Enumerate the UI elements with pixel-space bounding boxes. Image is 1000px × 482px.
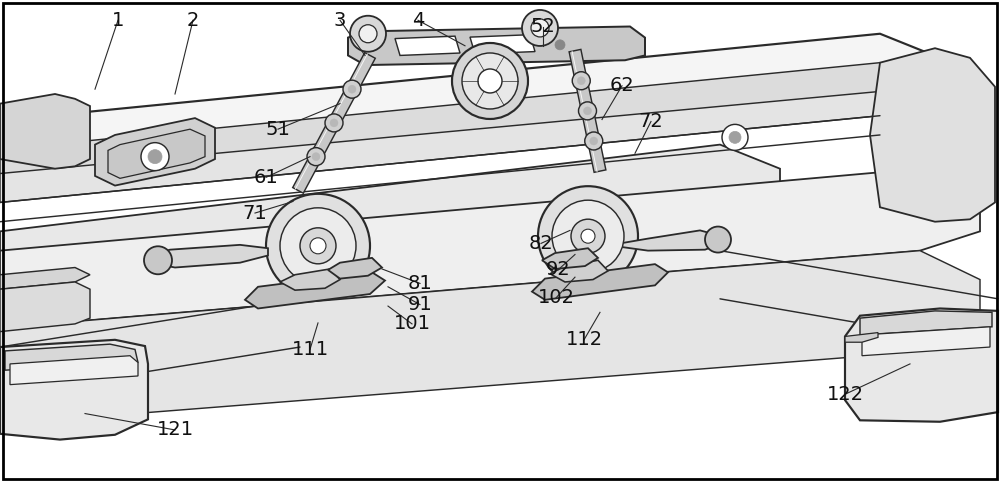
- Text: 91: 91: [408, 295, 432, 314]
- Circle shape: [300, 228, 336, 264]
- Polygon shape: [5, 344, 138, 370]
- Polygon shape: [470, 35, 535, 54]
- Polygon shape: [0, 94, 90, 169]
- Circle shape: [538, 186, 638, 286]
- Text: 92: 92: [546, 260, 570, 280]
- Circle shape: [585, 132, 603, 150]
- Polygon shape: [245, 272, 385, 308]
- Polygon shape: [95, 118, 215, 186]
- Polygon shape: [845, 333, 878, 342]
- Circle shape: [280, 208, 356, 284]
- Text: 4: 4: [412, 11, 424, 30]
- Circle shape: [348, 85, 356, 93]
- Circle shape: [330, 119, 338, 127]
- Polygon shape: [108, 129, 205, 178]
- Circle shape: [266, 194, 370, 298]
- Polygon shape: [550, 260, 608, 282]
- Circle shape: [310, 238, 326, 254]
- Circle shape: [343, 80, 361, 98]
- Polygon shape: [0, 282, 90, 332]
- Polygon shape: [845, 308, 998, 422]
- Polygon shape: [860, 311, 992, 335]
- Polygon shape: [328, 258, 382, 279]
- Circle shape: [325, 114, 343, 132]
- Circle shape: [359, 25, 377, 43]
- Polygon shape: [0, 169, 980, 328]
- Polygon shape: [0, 145, 780, 289]
- Polygon shape: [532, 264, 668, 300]
- Circle shape: [583, 107, 591, 115]
- Polygon shape: [0, 63, 930, 193]
- Text: 2: 2: [187, 11, 199, 30]
- Text: 81: 81: [408, 274, 432, 293]
- Circle shape: [577, 77, 585, 85]
- Text: 1: 1: [112, 11, 124, 30]
- Circle shape: [350, 16, 386, 52]
- Circle shape: [307, 147, 325, 166]
- Circle shape: [141, 143, 169, 171]
- Polygon shape: [0, 251, 980, 424]
- Circle shape: [452, 43, 528, 119]
- Polygon shape: [620, 230, 722, 251]
- Text: 72: 72: [639, 112, 663, 131]
- Circle shape: [522, 10, 558, 46]
- Polygon shape: [542, 248, 598, 269]
- Circle shape: [581, 229, 595, 243]
- Text: 62: 62: [610, 76, 634, 95]
- Text: 71: 71: [243, 203, 267, 223]
- Circle shape: [312, 153, 320, 161]
- Polygon shape: [0, 268, 90, 289]
- Polygon shape: [862, 327, 990, 356]
- Text: 112: 112: [565, 330, 603, 349]
- Circle shape: [572, 72, 590, 90]
- Circle shape: [552, 200, 624, 272]
- Text: 61: 61: [254, 168, 278, 187]
- Polygon shape: [0, 87, 930, 202]
- Circle shape: [478, 69, 502, 93]
- Circle shape: [571, 219, 605, 253]
- Text: 102: 102: [538, 288, 574, 308]
- Circle shape: [555, 40, 565, 50]
- Circle shape: [531, 19, 549, 37]
- Circle shape: [705, 227, 731, 253]
- Text: 3: 3: [334, 11, 346, 30]
- Circle shape: [144, 246, 172, 274]
- Circle shape: [722, 124, 748, 150]
- Polygon shape: [293, 53, 375, 193]
- Polygon shape: [152, 245, 268, 268]
- Polygon shape: [395, 36, 460, 55]
- Polygon shape: [870, 48, 995, 222]
- Text: 122: 122: [826, 385, 864, 404]
- Text: 52: 52: [531, 17, 555, 36]
- Text: 51: 51: [266, 120, 290, 139]
- Circle shape: [148, 149, 162, 164]
- Circle shape: [578, 102, 596, 120]
- Text: 82: 82: [529, 234, 553, 253]
- Circle shape: [729, 132, 741, 143]
- Text: 101: 101: [394, 314, 430, 334]
- Circle shape: [462, 53, 518, 109]
- Text: 121: 121: [156, 420, 194, 440]
- Polygon shape: [0, 34, 940, 174]
- Polygon shape: [280, 269, 340, 290]
- Polygon shape: [569, 49, 606, 173]
- Polygon shape: [0, 340, 148, 440]
- Polygon shape: [348, 27, 645, 65]
- Text: 111: 111: [291, 340, 329, 359]
- Polygon shape: [10, 356, 138, 385]
- Circle shape: [590, 137, 598, 145]
